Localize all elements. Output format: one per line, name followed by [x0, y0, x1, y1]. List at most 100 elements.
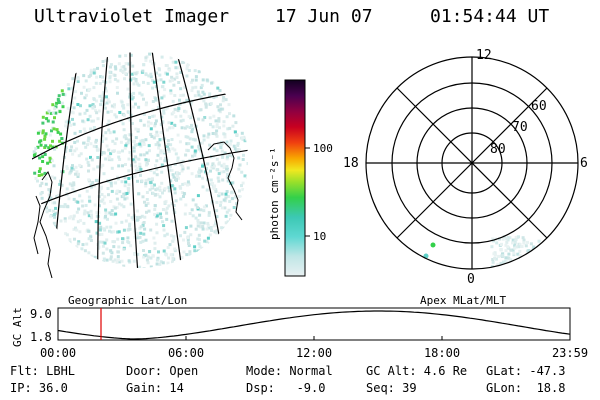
emission-pixel [137, 157, 141, 161]
emission-pixel [132, 77, 136, 81]
emission-pixel [546, 244, 550, 248]
emission-pixel [171, 126, 175, 130]
emission-pixel [219, 146, 223, 150]
emission-pixel [142, 153, 146, 157]
emission-pixel [186, 62, 190, 66]
emission-pixel [76, 139, 79, 143]
emission-pixel [142, 143, 146, 146]
emission-pixel [179, 114, 183, 118]
emission-pixel [119, 68, 123, 72]
emission-pixel [158, 262, 162, 266]
emission-pixel [106, 187, 110, 190]
emission-pixel [48, 133, 52, 137]
emission-pixel [174, 66, 178, 70]
emission-pixel [99, 103, 103, 107]
emission-pixel [514, 238, 518, 242]
emission-pixel [157, 143, 161, 147]
emission-pixel [567, 266, 571, 269]
emission-pixel [44, 182, 48, 186]
emission-pixel [139, 231, 143, 235]
emission-pixel [141, 223, 145, 227]
emission-pixel [178, 185, 182, 189]
emission-pixel [118, 190, 122, 194]
emission-pixel [566, 249, 570, 253]
emission-pixel [183, 182, 187, 186]
emission-pixel [128, 95, 132, 99]
emission-pixel [101, 91, 105, 94]
emission-pixel [224, 98, 228, 102]
emission-pixel [122, 65, 126, 69]
emission-pixel [542, 250, 546, 254]
emission-pixel [554, 257, 557, 261]
emission-pixel [507, 252, 511, 256]
emission-pixel [227, 144, 231, 148]
emission-pixel [557, 269, 560, 272]
emission-pixel [220, 206, 224, 210]
emission-pixel [211, 132, 215, 135]
emission-pixel [87, 237, 91, 241]
emission-pixel [236, 148, 240, 151]
emission-pixel [245, 183, 248, 187]
emission-pixel [560, 237, 564, 241]
emission-pixel [514, 241, 518, 245]
emission-pixel [138, 235, 142, 239]
emission-pixel [204, 204, 208, 208]
emission-pixel [537, 252, 541, 256]
emission-pixel [162, 228, 166, 232]
emission-pixel [245, 137, 248, 141]
emission-pixel [201, 225, 205, 228]
emission-pixel [149, 132, 153, 136]
emission-pixel [106, 98, 110, 102]
emission-pixel [193, 151, 197, 155]
emission-pixel [529, 271, 532, 274]
emission-pixel [136, 179, 139, 183]
emission-pixel [112, 213, 116, 217]
emission-pixel [126, 236, 130, 240]
emission-pixel [173, 249, 177, 253]
emission-pixel [152, 80, 156, 84]
emission-pixel [220, 164, 224, 168]
emission-pixel [74, 172, 77, 176]
emission-pixel [108, 156, 112, 160]
emission-pixel [144, 158, 148, 162]
emission-pixel [71, 217, 75, 221]
emission-pixel [187, 244, 191, 247]
emission-pixel [168, 165, 172, 168]
emission-pixel [140, 214, 144, 218]
emission-pixel [522, 241, 526, 245]
emission-pixel [36, 145, 40, 149]
emission-pixel [47, 109, 51, 113]
emission-pixel [120, 203, 124, 207]
emission-pixel [65, 233, 69, 237]
emission-pixel [82, 74, 86, 78]
emission-pixel [52, 221, 56, 225]
emission-pixel [83, 249, 87, 253]
emission-pixel [159, 216, 163, 219]
emission-pixel [132, 146, 136, 150]
emission-pixel [108, 80, 112, 84]
emission-pixel [245, 176, 248, 180]
emission-pixel [82, 212, 86, 216]
emission-pixel [147, 177, 151, 181]
emission-pixel [242, 153, 245, 157]
emission-pixel [132, 105, 135, 109]
emission-pixel [115, 190, 119, 193]
emission-pixel [170, 219, 174, 223]
emission-pixel [140, 93, 144, 97]
emission-pixel [185, 253, 189, 257]
emission-pixel [62, 205, 66, 209]
emission-pixel [526, 240, 529, 244]
emission-pixel [106, 217, 109, 221]
emission-pixel [154, 163, 157, 167]
emission-pixel [510, 271, 513, 274]
emission-pixel [168, 243, 172, 247]
emission-pixel [196, 237, 200, 241]
emission-pixel [135, 233, 139, 237]
emission-pixel [226, 195, 230, 198]
emission-pixel [207, 132, 211, 136]
emission-pixel [113, 65, 117, 69]
xtick-1200: 12:00 [296, 346, 332, 360]
emission-pixel [212, 114, 216, 118]
emission-pixel [53, 147, 57, 151]
emission-pixel [98, 148, 102, 152]
